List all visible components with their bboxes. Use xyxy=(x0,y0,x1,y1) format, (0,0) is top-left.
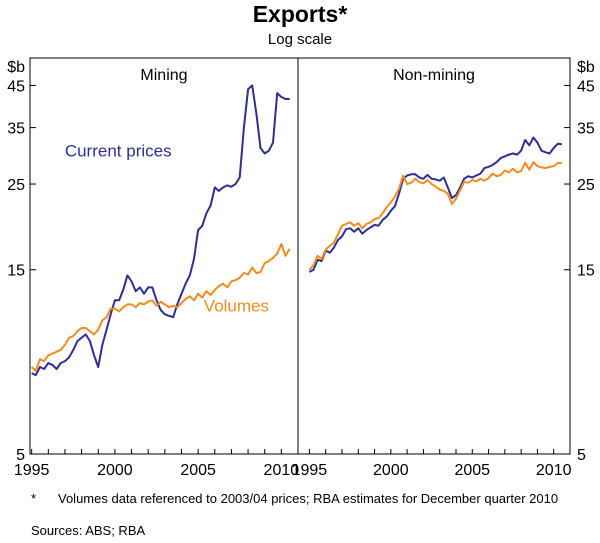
panel-title: Mining xyxy=(140,67,187,84)
y-tick-label-left: 45 xyxy=(7,78,25,95)
x-tick-label: 2010 xyxy=(536,462,572,479)
x-tick-label: 1995 xyxy=(14,462,50,479)
series-line-current-prices xyxy=(31,84,290,377)
x-tick-label: 2010 xyxy=(264,462,300,479)
x-tick-label: 2005 xyxy=(180,462,216,479)
series-line-current-prices xyxy=(308,136,563,273)
x-tick-label: 2000 xyxy=(373,462,409,479)
y-tick-label-left: 25 xyxy=(7,177,25,194)
x-tick-label: 1995 xyxy=(292,462,328,479)
y-tick-label-right: 25 xyxy=(577,177,595,194)
y-unit-label-left: $b xyxy=(7,59,25,76)
y-tick-label-right: 15 xyxy=(577,263,595,280)
x-tick-label: 2000 xyxy=(97,462,133,479)
series-line-volumes xyxy=(308,161,563,271)
footnote-marker: * xyxy=(31,491,37,506)
y-tick-label-right: 45 xyxy=(577,78,595,95)
series-label-volumes: Volumes xyxy=(204,296,269,315)
y-tick-label-right: 35 xyxy=(577,121,595,138)
sources: Sources: ABS; RBA xyxy=(31,523,146,538)
series-label-current-prices: Current prices xyxy=(65,141,172,160)
chart-title: Exports* xyxy=(252,1,348,27)
y-tick-label-left: 5 xyxy=(16,447,25,464)
chart-subtitle: Log scale xyxy=(267,31,333,48)
y-tick-label-left: 35 xyxy=(7,121,25,138)
x-tick-label: 2005 xyxy=(454,462,490,479)
y-unit-label-right: $b xyxy=(577,59,595,76)
panel-title: Non-mining xyxy=(393,67,475,84)
footnote: Volumes data referenced to 2003/04 price… xyxy=(58,491,559,506)
plot-frame xyxy=(29,57,571,455)
y-tick-label-right: 5 xyxy=(577,447,586,464)
series-line-volumes xyxy=(31,242,291,372)
y-tick-label-left: 15 xyxy=(7,263,25,280)
